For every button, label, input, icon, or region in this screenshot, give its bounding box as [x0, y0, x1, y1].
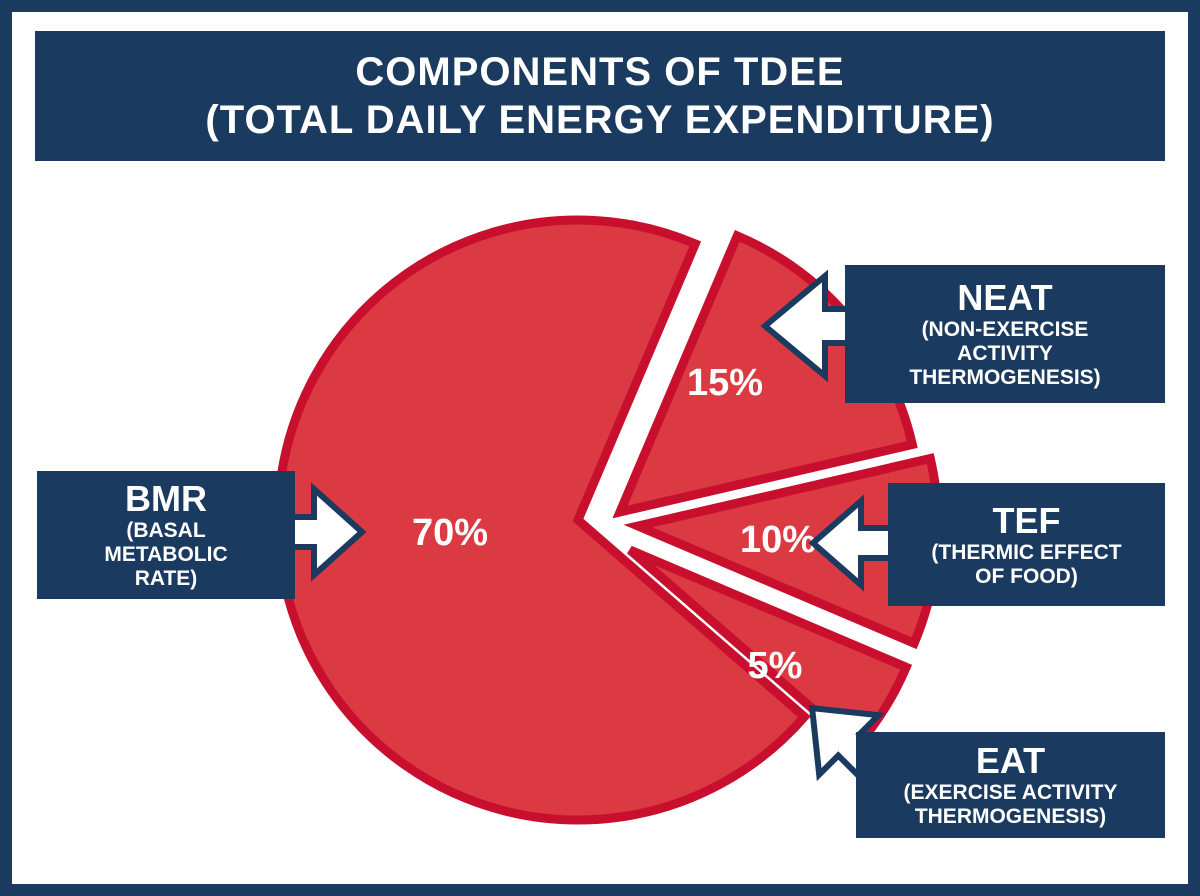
- legend-box-neat: NEAT (NON-EXERCISE ACTIVITY THERMOGENESI…: [845, 265, 1165, 403]
- slice-label-bmr: 70%: [412, 512, 488, 554]
- legend-abbr-eat: EAT: [975, 740, 1046, 781]
- title-banner: COMPONENTS OF TDEE (TOTAL DAILY ENERGY E…: [35, 31, 1165, 161]
- slice-label-neat: 15%: [687, 362, 763, 404]
- slice-label-eat: 5%: [748, 645, 803, 687]
- legend-box-tef: TEF (THERMIC EFFECT OF FOOD): [888, 483, 1165, 606]
- legend-full-eat: (EXERCISE ACTIVITY THERMOGENESIS): [903, 781, 1118, 828]
- legend-abbr-bmr: BMR: [125, 478, 207, 519]
- legend-box-eat: EAT (EXERCISE ACTIVITY THERMOGENESIS): [856, 732, 1165, 838]
- legend-abbr-tef: TEF: [992, 499, 1061, 541]
- legend-full-neat: (NON-EXERCISE ACTIVITY THERMOGENESIS): [909, 318, 1101, 389]
- legend-abbr-neat: NEAT: [957, 277, 1053, 318]
- legend-full-tef: (THERMIC EFFECT OF FOOD): [931, 540, 1122, 588]
- title-line-1: COMPONENTS OF TDEE: [355, 50, 845, 94]
- title-line-2: (TOTAL DAILY ENERGY EXPENDITURE): [205, 98, 995, 142]
- legend-full-bmr: (BASAL METABOLIC RATE): [104, 519, 228, 590]
- legend-box-bmr: BMR (BASAL METABOLIC RATE): [37, 471, 295, 599]
- slice-label-tef: 10%: [740, 519, 816, 561]
